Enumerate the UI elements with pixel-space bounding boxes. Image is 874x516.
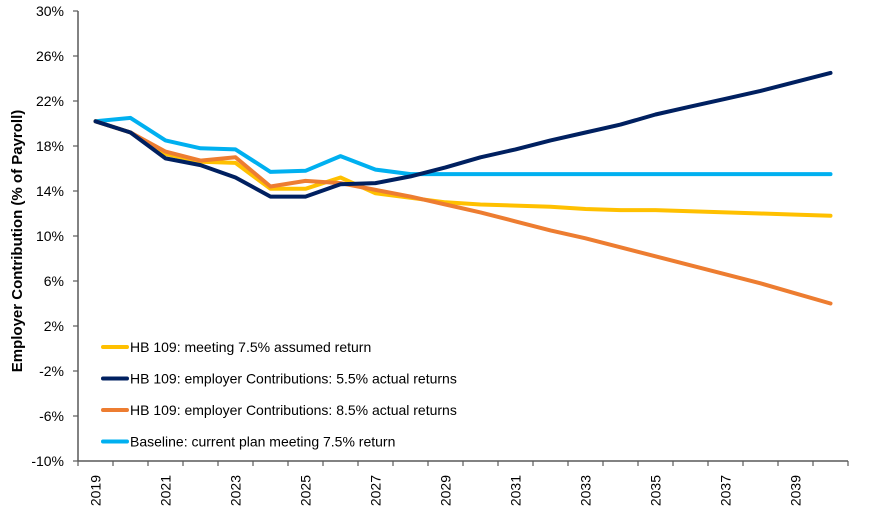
x-tick-label: 2035 <box>648 475 664 506</box>
y-tick-label: 6% <box>44 273 64 289</box>
y-tick-label: -10% <box>31 453 64 469</box>
series-0-line <box>93 119 833 218</box>
series-2-line <box>93 119 833 306</box>
y-tick-label: 30% <box>36 3 64 19</box>
x-tick-label: 2021 <box>158 475 174 506</box>
y-axis-title-group: Employer Contribution (% of Payroll) <box>9 110 26 373</box>
y-tick-label: 22% <box>36 93 64 109</box>
x-tick-label: 2029 <box>438 475 454 506</box>
y-tick-label: 14% <box>36 183 64 199</box>
x-tick-label: 2019 <box>88 475 104 506</box>
x-tick-label: 2027 <box>368 475 384 506</box>
y-axis-title: Employer Contribution (% of Payroll) <box>9 110 26 373</box>
x-tick-label: 2033 <box>578 475 594 506</box>
series-layer <box>93 70 833 306</box>
x-tick-label: 2023 <box>228 475 244 506</box>
y-tick-label: 26% <box>36 48 64 64</box>
legend-label: Baseline: current plan meeting 7.5% retu… <box>130 434 395 450</box>
legend-label: HB 109: employer Contributions: 5.5% act… <box>130 371 457 387</box>
y-tick-label: -6% <box>39 408 64 424</box>
y-axis: 30% 26% 22% 18% 14% 10% 6% 2% -2% -6% -10% <box>31 3 79 469</box>
y-tick-label: 2% <box>44 318 64 334</box>
x-tick-label: 2031 <box>508 475 524 506</box>
legend: HB 109: meeting 7.5% assumed return HB 10… <box>101 339 457 450</box>
legend-label: HB 109: meeting 7.5% assumed return <box>130 339 371 355</box>
series-3-line <box>93 115 833 177</box>
legend-label: HB 109: employer Contributions: 8.5% act… <box>130 402 457 418</box>
series-1-line <box>93 70 833 199</box>
x-tick-label: 2025 <box>298 475 314 506</box>
x-axis: 2019 2021 2023 2025 2027 2029 2031 2033 2035 2037… <box>77 460 849 506</box>
x-tick-label: 2037 <box>718 475 734 506</box>
y-tick-label: 18% <box>36 138 64 154</box>
x-tick-label: 2039 <box>788 475 804 506</box>
y-tick-label: 10% <box>36 228 64 244</box>
y-tick-label: -2% <box>39 363 64 379</box>
